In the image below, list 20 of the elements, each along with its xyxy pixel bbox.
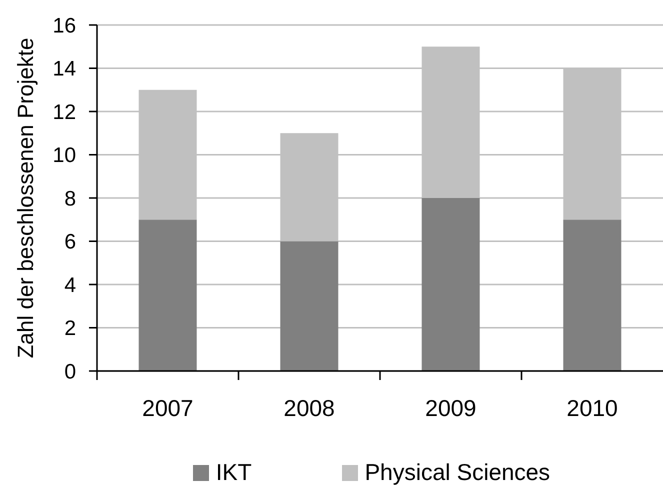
y-axis-title: Zahl der beschlossenen Projekte: [12, 38, 38, 358]
y-tick-label: 8: [64, 187, 76, 210]
legend-label: Physical Sciences: [364, 459, 550, 485]
legend-label: IKT: [216, 459, 252, 485]
y-tick-label: 6: [64, 230, 76, 254]
y-tick-label: 4: [64, 274, 76, 297]
y-tick-label: 10: [52, 144, 76, 168]
bar: [422, 198, 480, 371]
x-tick-label: 2008: [284, 395, 335, 421]
y-tick-label: 16: [52, 14, 76, 38]
x-tick-label: 2010: [566, 395, 618, 421]
y-tick-label: 14: [52, 58, 76, 81]
y-tick-label: 2: [64, 317, 76, 340]
x-tick-label: 2007: [142, 395, 194, 421]
y-tick-label: 12: [52, 100, 76, 124]
x-tick-label: 2009: [425, 395, 476, 421]
y-tick-label: 0: [64, 360, 76, 384]
bar: [138, 220, 197, 371]
bar: [563, 220, 622, 371]
bar: [280, 241, 338, 371]
